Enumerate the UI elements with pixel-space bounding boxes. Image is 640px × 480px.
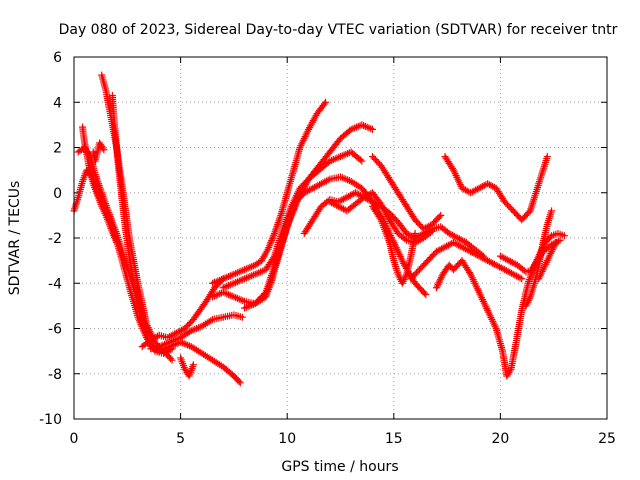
data-point: [292, 199, 300, 207]
data-point: [428, 227, 436, 235]
data-point: [166, 346, 174, 354]
data-point: [436, 277, 444, 285]
data-point: [289, 206, 297, 214]
data-point: [168, 356, 176, 364]
series-6: [89, 139, 108, 165]
data-point: [368, 125, 376, 133]
data-point: [235, 377, 243, 385]
series-21: [441, 153, 551, 224]
data-point: [543, 153, 551, 161]
data-point: [322, 98, 330, 106]
series-5: [79, 123, 121, 247]
data-point: [168, 345, 176, 353]
y-tick-label: -6: [48, 322, 62, 338]
y-tick-label: -4: [48, 276, 62, 292]
y-axis-label: SDTVAR / TECUs: [7, 181, 23, 296]
data-point: [138, 311, 146, 319]
data-point: [376, 214, 384, 222]
data-point: [238, 313, 246, 321]
data-point: [556, 236, 564, 244]
data-point: [358, 157, 366, 165]
axis-ticks: [73, 56, 608, 420]
data-point: [426, 229, 434, 237]
data-point: [432, 284, 440, 292]
series-10: [209, 98, 330, 287]
series-8: [147, 311, 246, 353]
series-17: [368, 202, 419, 287]
data-point: [448, 264, 456, 272]
data-point: [290, 204, 298, 212]
data-point: [422, 291, 430, 299]
grid-lines: [74, 57, 607, 419]
x-tick-label: 20: [491, 431, 509, 447]
y-tick-label: 0: [53, 186, 62, 202]
x-tick-label: 10: [278, 431, 296, 447]
data-point: [436, 275, 444, 283]
data-point: [291, 202, 299, 210]
data-point: [437, 211, 445, 219]
data-point: [420, 289, 428, 297]
y-tick-label: -8: [48, 367, 62, 383]
data-point: [516, 274, 524, 282]
series-9: [177, 354, 197, 380]
data-point: [167, 355, 175, 363]
data-point: [552, 239, 560, 247]
series-19: [449, 236, 564, 380]
tick-labels: 0 5 10 15 20 25 -10 -8 -6 -4 -2 0 2 4 6: [39, 50, 616, 447]
data-series: [70, 71, 568, 387]
plot-frame: [73, 56, 608, 420]
data-point: [236, 379, 244, 387]
data-point: [291, 201, 299, 209]
data-point: [518, 275, 526, 283]
y-tick-label: -2: [48, 231, 62, 247]
y-tick-label: -10: [39, 412, 62, 428]
data-point: [529, 264, 537, 272]
data-point: [437, 274, 445, 282]
data-point: [411, 229, 419, 237]
series-18: [407, 239, 526, 283]
data-point: [506, 367, 514, 375]
data-point: [548, 207, 556, 215]
data-point: [113, 239, 121, 247]
data-point: [287, 209, 295, 217]
x-axis-label: GPS time / hours: [281, 459, 398, 475]
series-23: [522, 207, 556, 310]
data-point: [434, 280, 442, 288]
data-point: [356, 156, 364, 164]
data-point: [320, 100, 328, 108]
chart-title: Day 080 of 2023, Sidereal Day-to-day VTE…: [59, 22, 618, 38]
data-point: [99, 144, 107, 152]
data-point: [465, 269, 473, 277]
y-tick-label: 2: [53, 141, 62, 157]
y-tick-label: 6: [53, 50, 62, 66]
data-point: [530, 262, 538, 270]
x-tick-label: 0: [70, 431, 79, 447]
x-tick-label: 5: [176, 431, 185, 447]
data-point: [449, 266, 457, 274]
data-point: [435, 213, 443, 221]
data-point: [520, 267, 528, 275]
series-20: [432, 261, 457, 292]
data-point: [560, 232, 568, 240]
x-tick-label: 25: [598, 431, 616, 447]
data-point: [189, 361, 197, 369]
y-tick-label: 4: [53, 95, 62, 111]
data-point: [448, 164, 456, 172]
data-point: [100, 146, 108, 154]
data-point: [435, 279, 443, 287]
series-16: [368, 153, 445, 233]
data-point: [288, 207, 296, 215]
series-24: [535, 239, 560, 283]
data-point: [401, 235, 409, 243]
data-point: [433, 282, 441, 290]
x-tick-label: 15: [385, 431, 403, 447]
data-point: [324, 176, 332, 184]
